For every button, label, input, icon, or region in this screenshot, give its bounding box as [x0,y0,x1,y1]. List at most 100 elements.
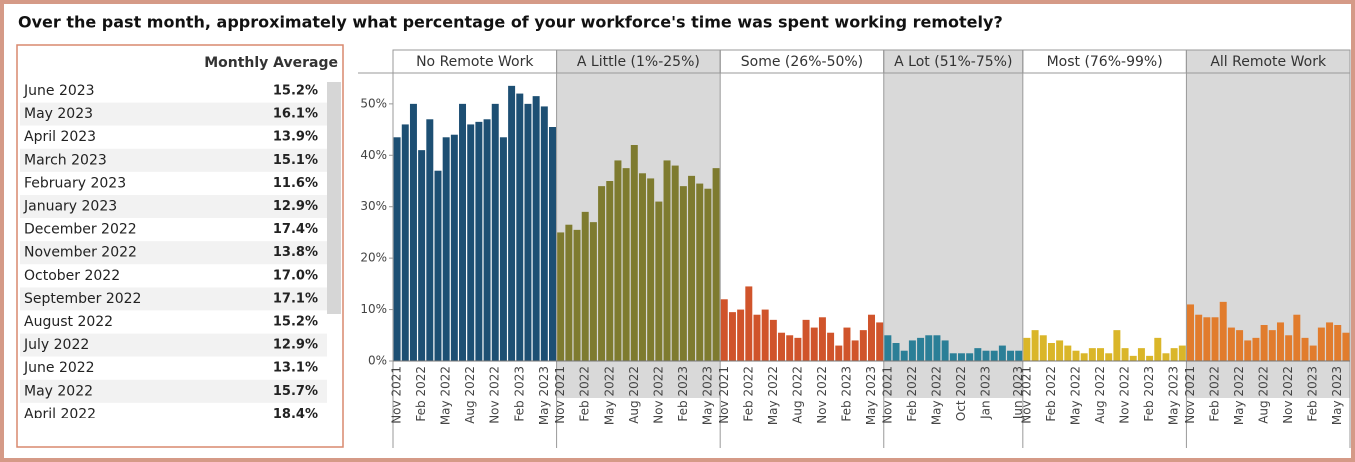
bar [908,340,916,361]
bar [1244,340,1252,361]
row-value: 13.8% [273,245,318,260]
row-label: October 2022 [24,268,120,284]
bar [990,350,998,361]
bar [933,335,941,361]
bar [843,327,851,361]
bar [418,150,426,361]
panel-shade [556,50,721,398]
bar [868,314,875,361]
bar [1129,355,1137,361]
bar [1301,337,1309,361]
bar [450,134,458,361]
bar [720,299,728,361]
x-tick-label: Aug 2022 [463,366,477,424]
bar [638,173,646,361]
row-band [20,195,327,218]
bar [810,327,818,361]
bar [704,188,712,361]
bar [598,186,606,361]
bar [859,330,867,361]
bar [491,103,499,361]
bar [900,350,908,361]
bar [1178,345,1186,361]
bar [467,124,475,361]
x-tick-label: Nov 2022 [815,366,829,424]
bar [655,201,663,361]
bar [974,348,982,361]
bar [745,286,753,361]
bar [1211,317,1219,361]
x-tick-label: Feb 2022 [1044,366,1058,422]
row-band [20,379,327,403]
bar [1097,348,1105,361]
bar [1146,355,1154,361]
x-tick-label: May 2023 [537,366,551,425]
bar [728,312,736,361]
bar [565,224,573,361]
bar [696,183,704,361]
x-tick-label: Aug 2022 [1257,366,1271,424]
row-value: 13.9% [273,130,318,145]
row-label: June 2022 [23,360,95,376]
bar [393,137,401,361]
bar [524,103,532,361]
x-tick-label: Nov 2021 [390,366,404,424]
bar [1056,340,1064,361]
row-value: 17.0% [273,268,318,283]
x-tick-label: May 2022 [1232,366,1246,425]
bar [957,353,965,361]
x-tick-label: Aug 2022 [627,366,641,424]
bar [1007,350,1015,361]
bar [606,181,614,361]
scrollbar [327,82,341,314]
y-tick-label: 0% [368,354,387,368]
bar [549,127,556,361]
x-tick-label: Aug 2022 [790,366,804,424]
row-value: 11.6% [273,176,318,191]
row-label: April 2022 [24,406,96,422]
bar [508,85,516,361]
row-value: 15.1% [273,153,318,168]
bar [1219,301,1227,361]
bar [434,170,442,361]
y-tick-label: 20% [360,251,387,265]
panel-shade [883,50,1023,398]
row-label: August 2022 [24,314,113,330]
bar [1064,345,1072,361]
bar [1285,335,1293,361]
x-tick-label: Nov 2021 [880,366,894,424]
row-value: 16.1% [273,107,318,122]
bar [1326,322,1334,361]
table-rows: June 2023 15.2% May 2023 16.1% April 2023 13.… [20,83,327,422]
bar [647,178,655,361]
bar [1072,350,1080,361]
bar [688,175,696,361]
bar [1113,330,1121,361]
bar [1121,348,1129,361]
panel-shade [1186,50,1350,398]
bar [941,340,949,361]
x-tick-label: Nov 2022 [1118,366,1132,424]
bar [499,137,507,361]
row-band [20,241,327,265]
bar [1268,330,1276,361]
panel-header: Some (26%-50%) [741,54,863,70]
bar [1203,317,1211,361]
x-tick-label: Nov 2022 [488,366,502,424]
bar [532,96,540,362]
bar [1309,345,1317,361]
bar [876,322,884,361]
bar [827,332,835,361]
row-label: June 2023 [23,83,95,99]
bar [778,332,786,361]
x-tick-label: Jan 2023 [979,366,993,420]
bar [581,211,589,361]
row-label: February 2023 [24,175,126,191]
row-value: 17.4% [273,222,318,237]
bar [1080,353,1088,361]
row-label: May 2022 [24,383,93,399]
x-tick-label: May 2022 [439,366,453,425]
panel-header: A Little (1%-25%) [577,54,700,70]
bar [516,93,524,362]
bar [671,165,679,361]
